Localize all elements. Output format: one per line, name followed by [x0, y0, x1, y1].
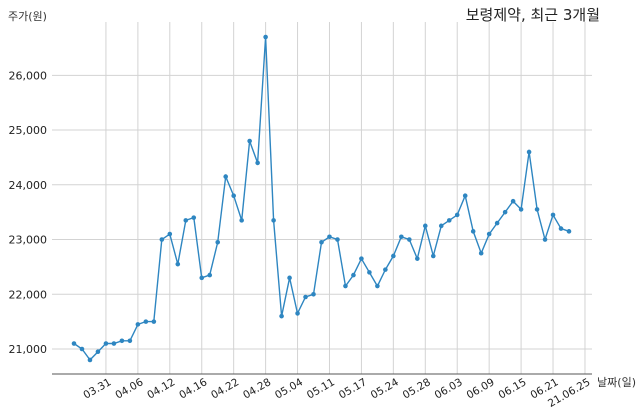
data-point — [391, 253, 396, 259]
series-line — [73, 36, 570, 361]
data-point — [351, 272, 356, 278]
x-tick-label: 04.12 — [145, 376, 177, 401]
data-point — [151, 319, 157, 324]
data-point — [111, 341, 117, 346]
x-tick-label: 05.28 — [401, 376, 433, 401]
data-point — [79, 346, 85, 352]
data-point — [215, 239, 221, 245]
data-point — [95, 349, 101, 355]
x-tick-label: 04.16 — [177, 376, 209, 402]
data-point — [143, 319, 149, 324]
data-point — [311, 291, 316, 297]
data-point — [526, 149, 532, 155]
data-point — [375, 283, 380, 289]
data-point — [470, 229, 476, 234]
data-point — [430, 253, 436, 259]
data-point — [159, 237, 165, 242]
data-point — [446, 218, 452, 223]
data-point — [247, 138, 252, 144]
data-point — [183, 218, 189, 223]
data-point — [175, 261, 181, 267]
x-tick-label: 05.24 — [369, 376, 401, 402]
x-tick-label: 05.17 — [337, 376, 369, 401]
data-point — [255, 160, 260, 166]
data-point — [534, 207, 540, 212]
y-tick-label: 22,000 — [9, 288, 48, 301]
data-point — [135, 322, 141, 327]
data-point — [542, 237, 548, 242]
data-point — [303, 294, 308, 300]
data-point — [550, 212, 556, 218]
data-point — [383, 267, 388, 272]
chart-title: 보령제약, 최근 3개월 — [465, 6, 600, 24]
data-point — [231, 193, 236, 199]
data-point — [191, 215, 197, 220]
y-tick-label: 21,000 — [9, 343, 48, 356]
x-tick-label: 04.28 — [241, 376, 273, 401]
data-point — [119, 338, 125, 344]
x-tick-label: 03.31 — [81, 376, 113, 401]
y-axis-label: 주가(원) — [8, 10, 47, 23]
data-point — [335, 237, 340, 242]
data-point — [239, 218, 244, 223]
data-point — [343, 283, 348, 289]
x-tick-label: 05.04 — [273, 376, 305, 402]
data-point — [478, 250, 484, 256]
data-point — [422, 223, 428, 229]
data-point — [127, 338, 133, 344]
data-point — [287, 275, 292, 281]
y-tick-label: 24,000 — [9, 179, 48, 192]
data-point — [486, 231, 492, 237]
data-point — [279, 313, 284, 319]
data-point — [319, 239, 324, 245]
x-axis-label: 날짜(일) — [597, 376, 636, 389]
x-tick-label: 06.09 — [465, 376, 497, 401]
data-point — [438, 223, 444, 229]
data-point — [71, 341, 77, 346]
x-tick-label: 04.06 — [113, 376, 145, 402]
data-point — [462, 193, 468, 199]
data-point — [87, 357, 93, 363]
x-tick-label: 05.11 — [305, 376, 337, 401]
y-tick-label: 25,000 — [9, 124, 48, 137]
data-point — [407, 237, 412, 242]
data-point — [327, 234, 332, 240]
data-point — [167, 231, 173, 237]
data-point — [502, 209, 508, 215]
y-tick-label: 23,000 — [9, 234, 48, 247]
data-point — [566, 229, 572, 234]
x-tick-label: 06.03 — [433, 376, 465, 401]
data-point — [518, 207, 524, 212]
data-point — [399, 234, 404, 240]
data-point — [494, 220, 500, 226]
data-point — [223, 174, 228, 179]
data-point — [295, 311, 300, 316]
y-tick-label: 26,000 — [9, 69, 48, 82]
data-point — [558, 226, 564, 231]
x-tick-label: 06.15 — [497, 376, 529, 401]
data-point — [454, 212, 460, 218]
data-point — [207, 272, 213, 278]
data-point — [263, 34, 268, 40]
data-point — [271, 218, 276, 223]
data-point — [199, 275, 205, 281]
data-point — [510, 198, 516, 204]
data-point — [415, 256, 420, 261]
data-point — [367, 270, 372, 275]
data-point — [359, 256, 364, 261]
x-tick-label: 04.22 — [209, 376, 241, 401]
data-point — [103, 341, 109, 346]
